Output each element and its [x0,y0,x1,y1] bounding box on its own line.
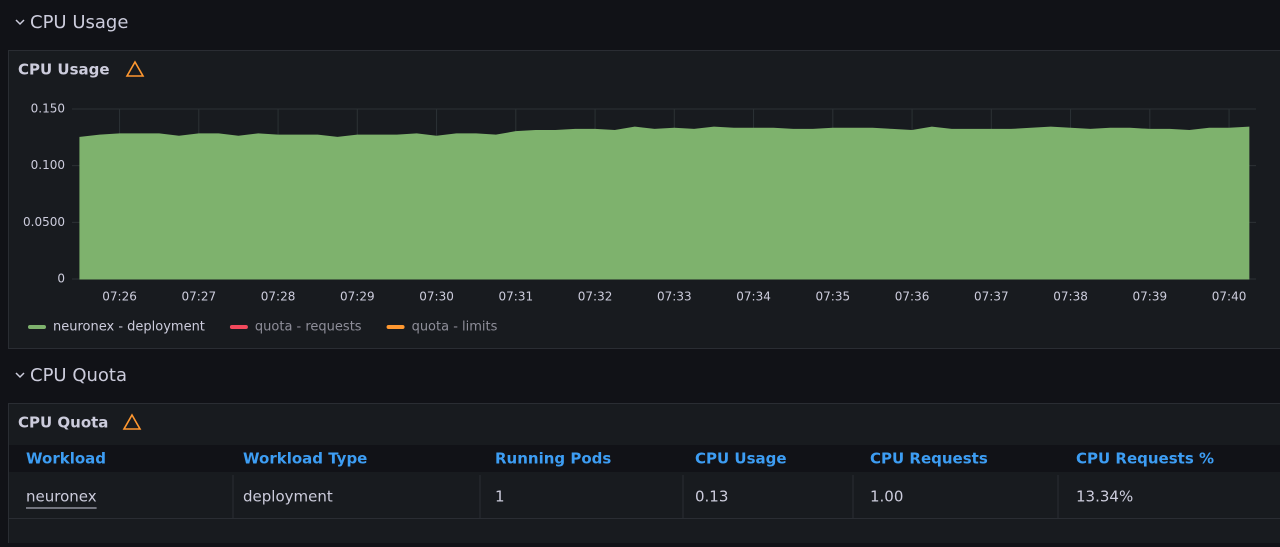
x-tick-label: 07:26 [102,290,137,304]
x-tick-label: 07:40 [1212,290,1247,304]
legend-label[interactable]: neuronex - deployment [53,320,205,335]
x-tick-label: 07:29 [340,290,375,304]
table-cell: deployment [243,488,333,506]
legend-label[interactable]: quota - requests [255,320,362,335]
y-tick-label: 0.0500 [23,215,65,229]
x-tick-label: 07:35 [816,290,851,304]
x-tick-label: 07:39 [1133,290,1168,304]
y-tick-label: 0 [57,272,65,286]
table-header-cell[interactable]: CPU Requests % [1076,450,1214,468]
x-tick-label: 07:38 [1053,290,1088,304]
x-tick-label: 07:36 [895,290,930,304]
section-title[interactable]: CPU Quota [30,365,127,386]
x-tick-label: 07:34 [736,290,771,304]
table-header-cell[interactable]: Workload [26,450,106,468]
x-tick-label: 07:32 [578,290,613,304]
panel [9,404,1280,544]
x-tick-label: 07:28 [261,290,296,304]
area [80,127,1249,279]
y-tick-label: 0.150 [31,102,65,116]
table-cell: 1.00 [870,488,903,506]
legend-label[interactable]: quota - limits [412,320,498,335]
section-title[interactable]: CPU Usage [30,12,128,33]
table-header-cell[interactable]: Workload Type [243,450,367,468]
x-tick-label: 07:27 [182,290,217,304]
panel-title[interactable]: CPU Usage [18,61,110,79]
y-tick-label: 0.100 [31,158,65,172]
x-tick-label: 07:33 [657,290,692,304]
x-tick-label: 07:31 [499,290,534,304]
table-cell: 0.13 [695,488,728,506]
table-header-cell[interactable]: Running Pods [495,450,611,468]
panel-title[interactable]: CPU Quota [18,414,108,432]
table-cell[interactable]: neuronex [26,488,97,506]
table-cell: 13.34% [1076,488,1133,506]
table-header-cell[interactable]: CPU Requests [870,450,988,468]
table-header-cell[interactable]: CPU Usage [695,450,787,468]
x-tick-label: 07:37 [974,290,1009,304]
table-cell: 1 [495,488,505,506]
x-tick-label: 07:30 [419,290,454,304]
